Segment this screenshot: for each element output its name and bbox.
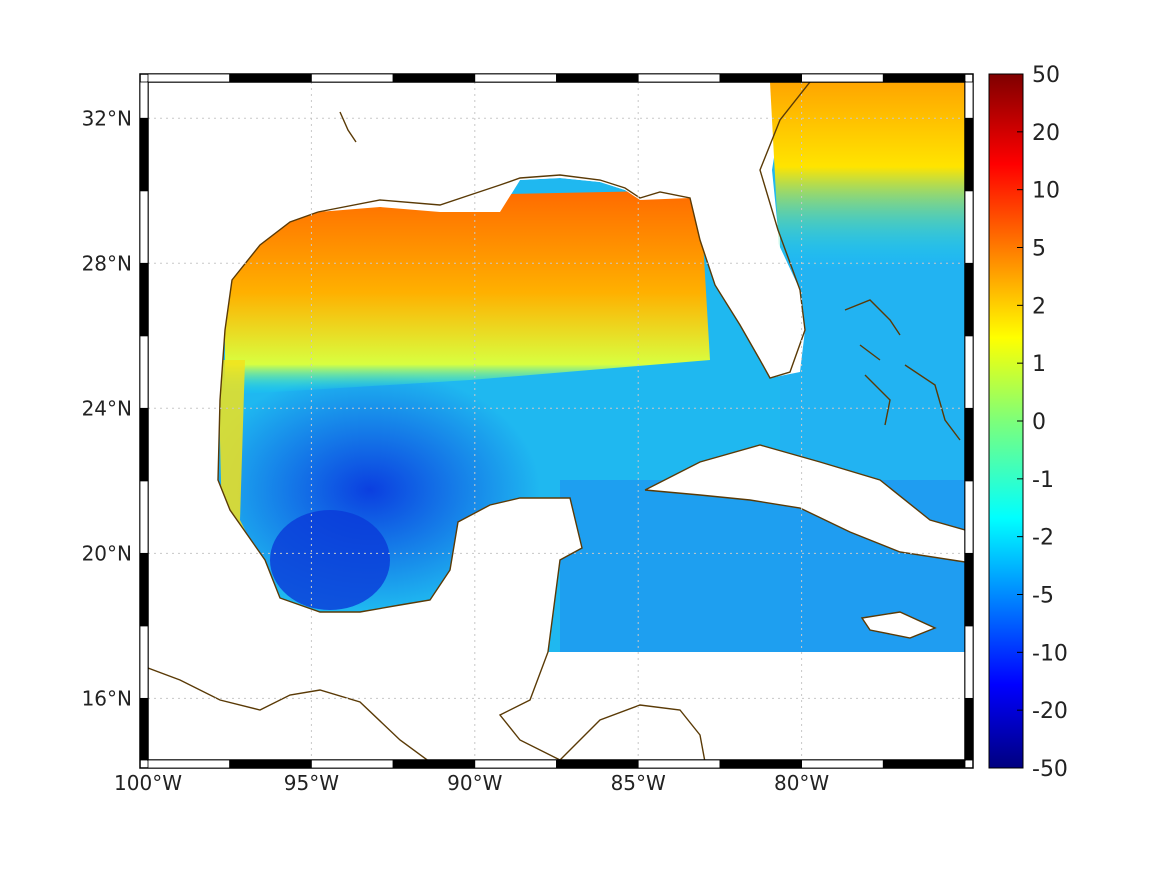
frame-segment [310,73,394,83]
frame-segment [556,73,639,83]
frame-segment [637,73,721,83]
frame-segment [229,73,312,83]
frame-segment [964,262,974,337]
colorbar-tick-label: 5 [1032,237,1046,262]
frame-segment [719,759,803,769]
northern-gulf-maximum [225,190,710,395]
colorbar-tick-label: -2 [1032,526,1054,551]
colorbar-tick-label: 1 [1032,352,1046,377]
colorbar-tick-label: -50 [1032,757,1068,782]
frame-segment [964,480,974,554]
frame-segment [310,759,394,769]
latitude-labels: 32°N 28°N 24°N 20°N 16°N [82,106,132,710]
frame-segment [964,625,974,699]
frame-segment [139,117,149,192]
frame-segment [139,625,149,699]
frame-segment [964,117,974,192]
map-frame [139,73,974,769]
frame-segment [882,759,966,769]
colorbar-tick-label: -10 [1032,641,1068,666]
grid-lines [148,82,965,760]
atlantic-warm-band [770,82,965,270]
frame-segment [139,81,149,119]
latitude-label: 28°N [82,251,132,275]
colorbar-tick-label: -1 [1032,468,1054,493]
frame-segment [964,81,974,119]
latitude-label: 16°N [82,686,132,710]
frame-segment [147,759,231,769]
frame-segment [139,697,149,761]
land-north-america [148,82,805,760]
latitude-label: 24°N [82,396,132,420]
map-plot-area: 32°N 28°N 24°N 20°N 16°N 100°W 95°W 90°W 85°W 80… [82,73,974,795]
latitude-label: 20°N [82,541,132,565]
frame-segment [556,759,639,769]
longitude-labels: 100°W 95°W 90°W 85°W 80°W [114,771,829,795]
colorbar-tick-label: 10 [1032,179,1060,204]
frame-segment [637,759,721,769]
frame-segment [147,73,231,83]
frame-segment [964,407,974,482]
frame-segment [139,262,149,337]
frame-segment [964,697,974,761]
land-cuba [645,445,965,562]
longitude-label: 90°W [447,771,502,795]
colorbar-tick-label: 50 [1032,63,1060,88]
frame-segment [392,759,476,769]
frame-segment [474,759,557,769]
colorbar-tick-label: 20 [1032,121,1060,146]
colorbar-tick-label: -5 [1032,584,1054,609]
frame-segment [882,73,966,83]
frame-segment [474,73,557,83]
frame-segment [139,407,149,482]
data-field [148,82,965,760]
frame-segment [139,335,149,409]
longitude-label: 80°W [774,771,829,795]
frame-segment [392,73,476,83]
frame-segment [801,73,884,83]
longitude-label: 85°W [611,771,666,795]
longitude-label: 100°W [114,771,182,795]
frame-segment [139,480,149,554]
frame-segment [801,759,884,769]
colorbar-tick-label: -20 [1032,699,1068,724]
frame-segment [229,759,312,769]
coastlines [148,82,965,760]
frame-segment [139,190,149,264]
latitude-label: 32°N [82,106,132,130]
frame-segment [139,552,149,627]
frame-segment [964,552,974,627]
longitude-label: 95°W [284,771,339,795]
colorbar-tick-label: 0 [1032,410,1046,435]
frame-segment [964,335,974,409]
frame-segment [964,190,974,264]
colorbar-tick-label: 2 [1032,294,1046,319]
frame-segment [719,73,803,83]
